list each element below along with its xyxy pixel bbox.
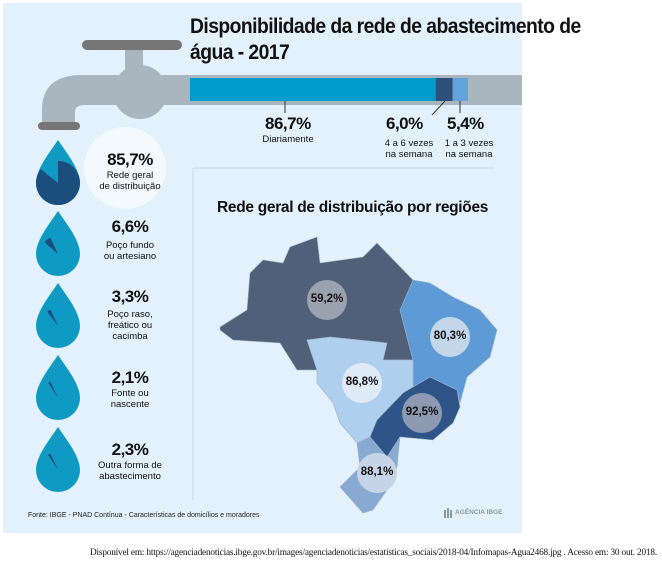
pie-wedge [36,161,81,205]
drop-item-outra: 2,3% Outra forma de abastecimento [88,440,172,482]
bar-segment [452,78,468,101]
drop-item-fonte: 2,1% Fonte ou nascente [92,368,168,410]
pie-wedge [48,453,58,470]
water-drop-icon [36,355,80,420]
circle-norte [307,280,347,320]
drop-value: 85,7% [107,150,153,169]
drop-item-poco-raso: 3,3% Poço raso, freático ou cacimba [92,287,168,342]
region-value-nordeste: 80,3% [433,330,467,342]
drop-value: 2,1% [111,368,149,387]
bar-desc-1to3: 1 a 3 vezes na semana [444,138,494,160]
drop-desc: Poço fundo ou artesiano [103,240,157,262]
bar-desc-4to6: 4 a 6 vezes na semana [384,138,434,160]
drops [36,140,81,492]
circle-centro-oeste [342,363,382,403]
bar-value-4to6: 6,0% [386,114,423,133]
region-value-sudeste: 92,5% [405,406,439,418]
drop-item-poco-fundo: 6,6% Poço fundo ou artesiano [92,217,168,262]
drop-desc: Outra forma de abastecimento [98,460,162,482]
highlight-circle [84,127,166,209]
drop-value: 6,6% [111,217,149,236]
circle-sul [357,453,397,493]
pie-wedge [44,237,58,254]
region-value-sul: 88,1% [360,466,394,478]
drop-value: 3,3% [111,287,149,306]
map-title: Rede geral de distribuição por regiões [217,199,489,216]
water-drop-icon [36,211,80,276]
pie-wedge [48,381,58,398]
bar-value-1to3: 5,4% [447,114,484,133]
region-value-norte: 59,2% [310,293,344,305]
leader-line-4to6 [431,100,446,116]
pie-wedge [47,309,58,326]
bar-desc-daily: Diariamente [262,134,314,145]
water-drop-icon [36,283,80,348]
circle-nordeste [430,317,470,357]
region-value-centro-oeste: 86,8% [345,376,379,388]
drop-desc: Poço raso, freático ou cacimba [107,309,153,342]
bar-segment [435,78,453,101]
bar-value-daily: 86,7% [265,114,311,133]
availability-stacked-bar [190,78,468,101]
circle-sudeste [402,393,442,433]
water-drop-icon [36,427,80,492]
bar-segment [190,78,436,101]
drop-desc: Fonte ou nascente [110,388,150,410]
page-title: Disponibilidade da rede de abastecimento… [190,15,581,64]
drop-value: 2,3% [111,440,149,459]
drop-item-rede-geral: 85,7% Rede geral de distribuição [95,150,165,192]
citation: Disponível em: https://agenciadenoticias… [90,548,657,558]
ibge-logo-icon [444,508,452,518]
drop-desc: Rede geral de distribuição [99,170,161,192]
source-note: Fonte: IBGE - PNAD Contínua - Caracterís… [28,512,260,519]
agencia-ibge-logo: AGÊNCIA IBGE [455,509,503,516]
region-value-circles [307,280,470,493]
